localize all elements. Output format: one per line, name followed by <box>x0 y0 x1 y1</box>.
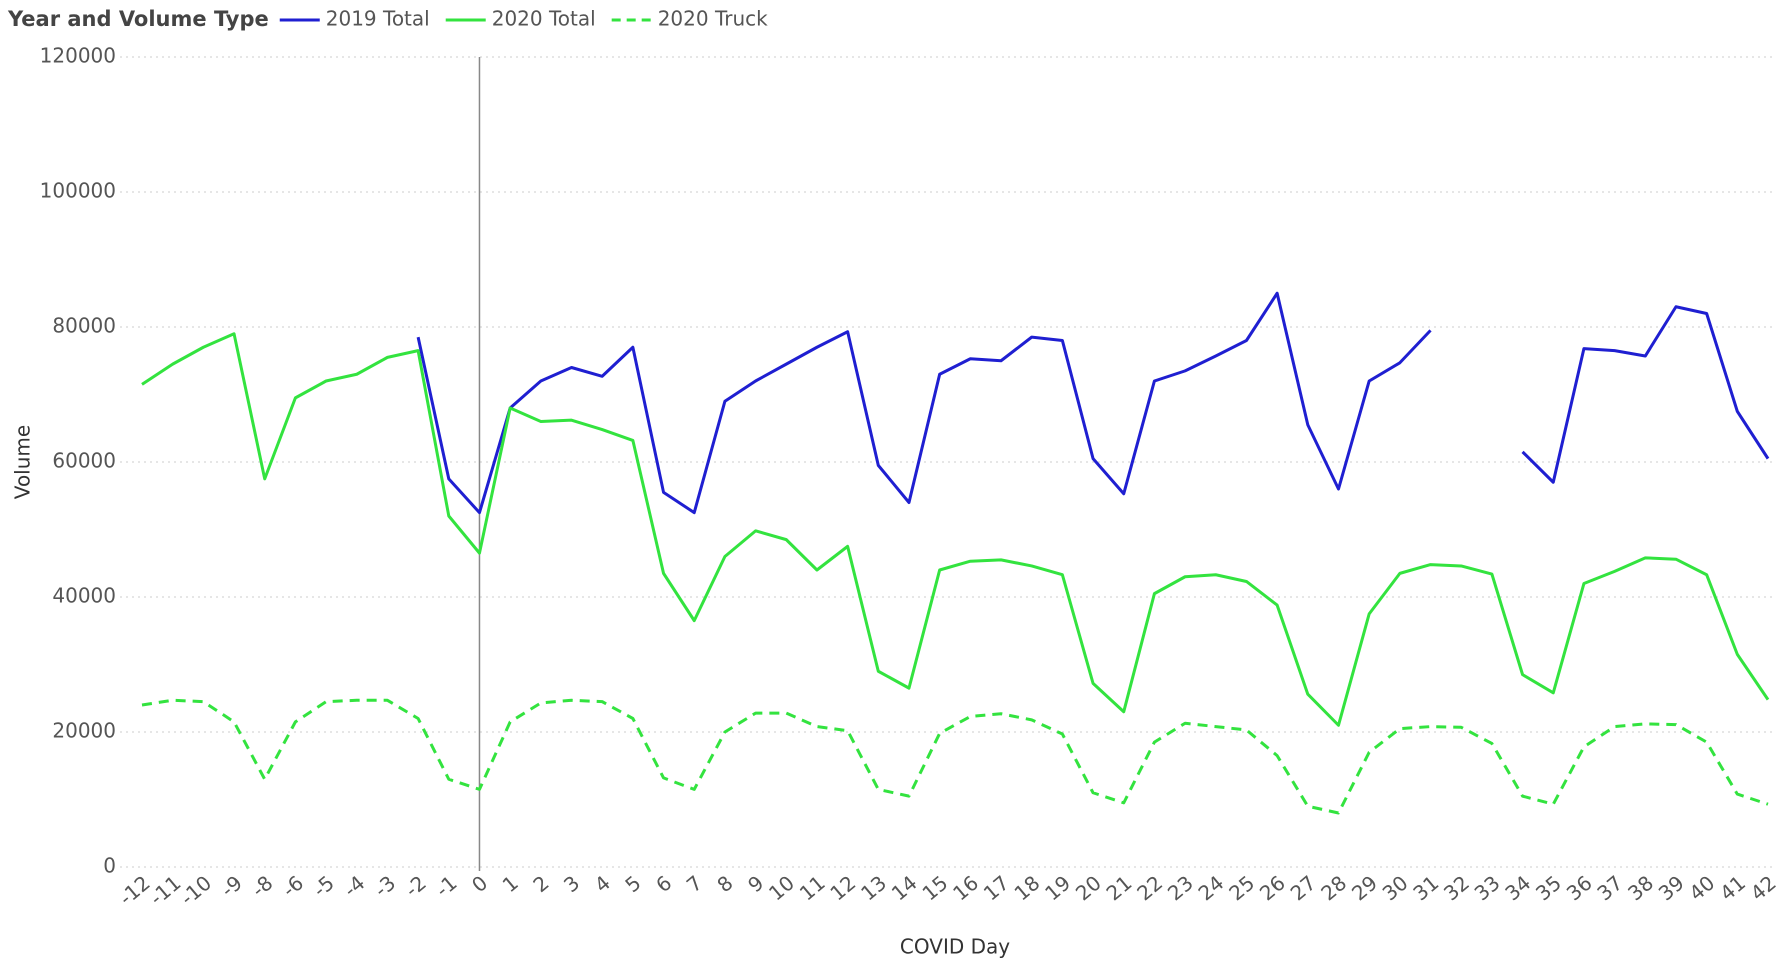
x-tick-label: 26 <box>1255 871 1290 906</box>
y-axis-label: Volume <box>11 425 35 499</box>
legend-label: 2020 Total <box>492 7 596 31</box>
x-tick-label: 8 <box>712 871 737 898</box>
x-axis-label: COVID Day <box>900 935 1010 959</box>
x-tick-label: 36 <box>1562 871 1597 906</box>
x-tick-label: 27 <box>1286 871 1321 906</box>
series-line <box>141 698 1769 815</box>
x-tick-label: 5 <box>620 871 645 898</box>
x-tick-label: -9 <box>216 871 247 902</box>
x-tick-label: 19 <box>1040 871 1075 906</box>
x-tick-label: 6 <box>651 871 676 898</box>
x-tick-label: 7 <box>682 871 707 898</box>
y-tick-label: 60000 <box>52 449 116 473</box>
x-tick-label: 22 <box>1132 871 1167 906</box>
x-tick-label: 24 <box>1194 871 1229 906</box>
x-tick-label: -10 <box>176 871 216 910</box>
x-tick-label: 30 <box>1378 871 1413 906</box>
y-tick-label: 0 <box>103 854 116 878</box>
x-tick-label: 31 <box>1408 871 1443 906</box>
x-tick-label: -1 <box>431 871 462 902</box>
x-tick-label: 14 <box>887 871 922 906</box>
x-tick-label: 23 <box>1163 871 1198 906</box>
x-tick-label: -5 <box>308 871 339 902</box>
legend-label: 2020 Truck <box>658 7 768 31</box>
legend-title: Year and Volume Type <box>7 7 269 31</box>
y-tick-label: 80000 <box>52 314 116 338</box>
y-tick-label: 100000 <box>40 179 116 203</box>
x-tick-label: 9 <box>743 871 768 898</box>
x-tick-label: 0 <box>467 871 492 898</box>
x-tick-label: 18 <box>1010 871 1045 906</box>
x-tick-label: 4 <box>590 871 615 898</box>
x-tick-label: 33 <box>1470 871 1505 906</box>
x-tick-label: 39 <box>1654 871 1689 906</box>
series-line <box>416 291 1770 515</box>
y-tick-label: 120000 <box>40 44 116 68</box>
y-tick-label: 20000 <box>52 719 116 743</box>
x-tick-label: 11 <box>795 871 830 906</box>
x-tick-label: 34 <box>1500 871 1535 906</box>
x-tick-label: -3 <box>369 871 400 902</box>
x-tick-label: 12 <box>825 871 860 906</box>
x-tick-label: 15 <box>917 871 952 906</box>
x-tick-label: 16 <box>948 871 983 906</box>
x-tick-label: 41 <box>1715 871 1750 906</box>
x-tick-label: 28 <box>1316 871 1351 906</box>
x-tick-label: 3 <box>559 871 584 898</box>
x-tick-label: 38 <box>1623 871 1658 906</box>
x-tick-label: 13 <box>856 871 891 906</box>
x-tick-label: 35 <box>1531 871 1566 906</box>
x-tick-label: -4 <box>339 871 370 902</box>
x-tick-label: -6 <box>277 871 308 902</box>
x-tick-label: 37 <box>1592 871 1627 906</box>
x-tick-label: 32 <box>1439 871 1474 906</box>
x-tick-label: 29 <box>1347 871 1382 906</box>
x-tick-label: -2 <box>400 871 431 902</box>
legend-label: 2019 Total <box>326 7 430 31</box>
x-tick-label: 20 <box>1071 871 1106 906</box>
x-tick-label: 17 <box>979 871 1014 906</box>
x-tick-label: 1 <box>498 871 523 898</box>
x-tick-label: 21 <box>1102 871 1137 906</box>
x-tick-label: 2 <box>528 871 553 898</box>
x-tick-label: 40 <box>1684 871 1719 906</box>
x-tick-label: 10 <box>764 871 799 906</box>
y-tick-label: 40000 <box>52 584 116 608</box>
x-tick-label: 42 <box>1746 871 1781 906</box>
x-tick-label: -8 <box>247 871 278 902</box>
series-line <box>141 332 1770 727</box>
x-tick-label: 25 <box>1224 871 1259 906</box>
